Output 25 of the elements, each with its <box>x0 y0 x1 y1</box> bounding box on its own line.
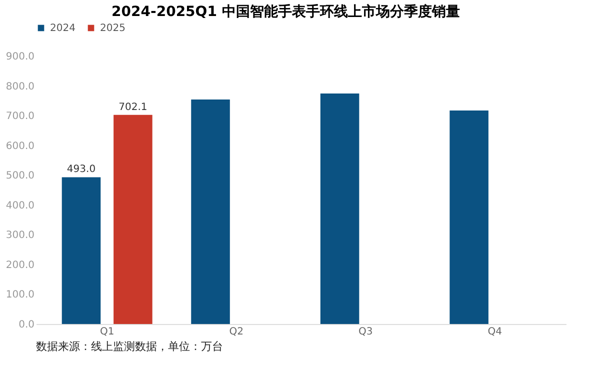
legend-label: 2025 <box>100 23 126 34</box>
y-tick-label: 900.0 <box>6 52 34 62</box>
y-tick-label: 200.0 <box>6 260 34 271</box>
bar <box>450 110 488 324</box>
bar <box>320 94 360 324</box>
y-tick-label: 500.0 <box>6 170 34 182</box>
x-tick-label: Q3 <box>358 326 373 338</box>
y-tick-label: 0.0 <box>18 320 34 330</box>
legend-label: 2024 <box>50 23 76 34</box>
x-tick-label: Q4 <box>488 326 502 338</box>
y-tick-label: 600.0 <box>6 140 34 152</box>
x-tick-label: Q1 <box>100 326 114 338</box>
bar <box>62 177 101 324</box>
y-tick-label: 700.0 <box>6 111 34 122</box>
source-note: 数据来源：线上监测数据，单位：万台 <box>36 340 223 353</box>
bar <box>114 114 152 324</box>
data-label: 702.1 <box>118 102 148 113</box>
y-tick-label: 300.0 <box>6 230 34 242</box>
x-tick-label: Q2 <box>229 326 244 338</box>
bar <box>191 99 230 324</box>
y-tick-label: 800.0 <box>6 81 34 92</box>
data-label: 493.0 <box>66 164 96 176</box>
y-tick-label: 400.0 <box>6 200 34 212</box>
y-tick-label: 100.0 <box>6 290 34 301</box>
chart-title: 2024-2025Q1 中国智能手表手环线上市场分季度销量 <box>112 3 460 20</box>
